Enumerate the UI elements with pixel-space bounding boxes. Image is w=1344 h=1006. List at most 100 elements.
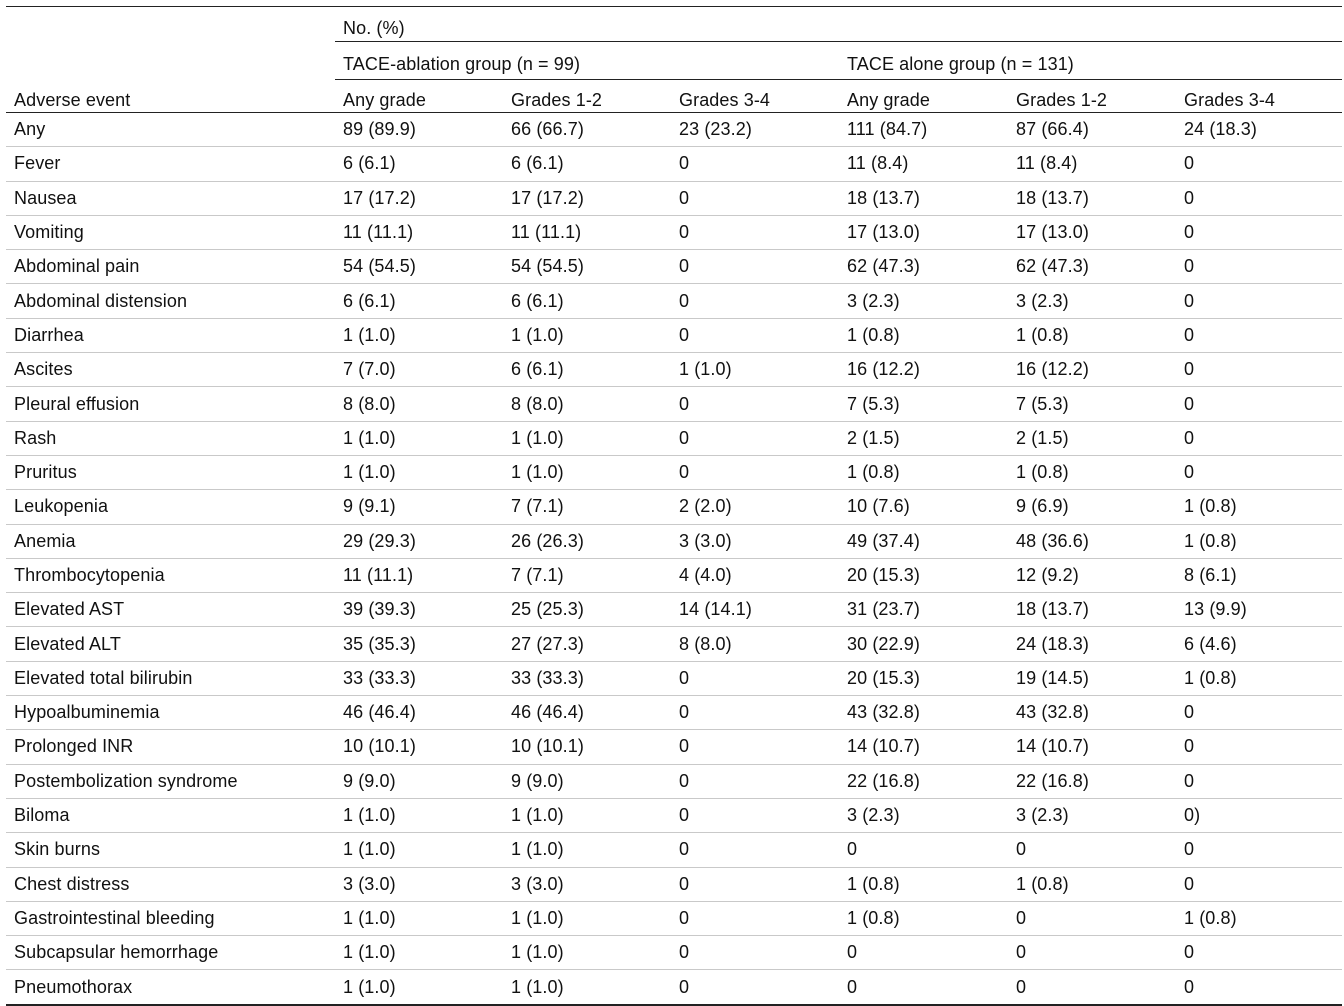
group-a-any-grade-cell: 9 (9.0): [335, 764, 503, 799]
adverse-event-cell: Biloma: [6, 798, 335, 834]
group-b-grades-3-4-cell: 1 (0.8): [1176, 901, 1343, 937]
group-a-grades-1-2-header: Grades 1-2: [503, 79, 671, 113]
table-body: Any 89 (89.9) 66 (66.7) 23 (23.2) 111 (84.7)…: [6, 112, 1343, 1006]
group-a-grades-3-4-cell: 0: [671, 867, 839, 902]
group-a-any-grade-header: Any grade: [335, 79, 503, 113]
group-a-any-grade-cell: 10 (10.1): [335, 729, 503, 765]
group-a-grades-3-4-cell: 0: [671, 421, 839, 456]
group-b-any-grade-cell: 1 (0.8): [839, 901, 1008, 937]
group-b-grades-1-2-cell: 9 (6.9): [1008, 489, 1176, 525]
group-a-any-grade-cell: 1 (1.0): [335, 901, 503, 937]
group-a-any-grade-cell: 8 (8.0): [335, 386, 503, 422]
group-b-grades-1-2-cell: 62 (47.3): [1008, 249, 1176, 285]
group-b-grades-3-4-cell: 0: [1176, 181, 1343, 216]
group-b-grades-1-2-cell: 17 (13.0): [1008, 215, 1176, 251]
group-a-grades-3-4-cell: 0: [671, 764, 839, 799]
group-b-grades-1-2-cell: 18 (13.7): [1008, 181, 1176, 216]
adverse-event-cell: Subcapsular hemorrhage: [6, 935, 335, 971]
group-b-grades-3-4-cell: 1 (0.8): [1176, 489, 1343, 525]
adverse-event-cell: Any: [6, 112, 335, 148]
no-percent-label: No. (%): [335, 6, 1343, 42]
adverse-event-cell: Gastrointestinal bleeding: [6, 901, 335, 937]
adverse-event-cell: Vomiting: [6, 215, 335, 251]
group-a-grades-1-2-cell: 9 (9.0): [503, 764, 671, 799]
group-b-grades-1-2-cell: 2 (1.5): [1008, 421, 1176, 456]
group-a-grades-3-4-cell: 0: [671, 249, 839, 285]
group-b-any-grade-cell: 20 (15.3): [839, 558, 1008, 594]
group-b-grades-3-4-cell: 8 (6.1): [1176, 558, 1343, 594]
group-b-grades-1-2-cell: 48 (36.6): [1008, 524, 1176, 559]
group-b-grades-1-2-cell: 1 (0.8): [1008, 318, 1176, 354]
group-a-grades-1-2-cell: 27 (27.3): [503, 626, 671, 662]
adverse-event-cell: Elevated AST: [6, 592, 335, 628]
adverse-event-cell: Hypoalbuminemia: [6, 695, 335, 731]
adverse-event-cell: Abdominal pain: [6, 249, 335, 285]
group-a-grades-3-4-cell: 0: [671, 181, 839, 216]
group-a-grades-3-4-cell: 0: [671, 386, 839, 422]
group-a-grades-1-2-cell: 1 (1.0): [503, 318, 671, 354]
group-b-grades-3-4-cell: 0: [1176, 352, 1343, 388]
group-a-grades-1-2-cell: 10 (10.1): [503, 729, 671, 765]
group-b-any-grade-cell: 1 (0.8): [839, 455, 1008, 491]
group-b-grades-3-4-cell: 13 (9.9): [1176, 592, 1343, 628]
table-row: Prolonged INR 10 (10.1) 10 (10.1) 0 14 (10.7…: [6, 729, 1343, 765]
group-b-grades-3-4-cell: 0: [1176, 421, 1343, 456]
adverse-event-cell: Rash: [6, 421, 335, 456]
group-b-grades-1-2-cell: 7 (5.3): [1008, 386, 1176, 422]
group-b-grades-1-2-cell: 0: [1008, 935, 1176, 971]
group-a-grades-1-2-cell: 7 (7.1): [503, 558, 671, 594]
group-b-grades-1-2-cell: 14 (10.7): [1008, 729, 1176, 765]
table-row: Postembolization syndrome 9 (9.0) 9 (9.0) 0…: [6, 764, 1343, 799]
group-a-grades-1-2-cell: 6 (6.1): [503, 352, 671, 388]
group-b-grades-1-2-cell: 3 (2.3): [1008, 798, 1176, 834]
group-b-grades-3-4-cell: 0: [1176, 318, 1343, 354]
group-a-any-grade-cell: 1 (1.0): [335, 421, 503, 456]
group-a-any-grade-cell: 1 (1.0): [335, 798, 503, 834]
table-row: Subcapsular hemorrhage 1 (1.0) 1 (1.0) 0 0 0 0: [6, 935, 1343, 971]
header-row-groups: TACE-ablation group (n = 99) TACE alone …: [6, 41, 1343, 80]
group-b-any-grade-cell: 3 (2.3): [839, 283, 1008, 319]
adverse-event-cell: Elevated ALT: [6, 626, 335, 662]
group-a-grades-1-2-cell: 1 (1.0): [503, 832, 671, 868]
table-row: Fever 6 (6.1) 6 (6.1) 0 11 (8.4) 11 (8.4) 0: [6, 146, 1343, 182]
group-a-grades-1-2-cell: 1 (1.0): [503, 935, 671, 971]
table-row: Nausea 17 (17.2) 17 (17.2) 0 18 (13.7) 18 (13…: [6, 181, 1343, 216]
adverse-event-cell: Abdominal distension: [6, 283, 335, 319]
group-b-any-grade-cell: 14 (10.7): [839, 729, 1008, 765]
group-a-grades-1-2-cell: 1 (1.0): [503, 455, 671, 491]
group-b-grades-1-2-cell: 19 (14.5): [1008, 661, 1176, 697]
group-b-grades-3-4-cell: 0: [1176, 935, 1343, 971]
group-a-grades-1-2-cell: 7 (7.1): [503, 489, 671, 525]
adverse-event-cell: Anemia: [6, 524, 335, 559]
group-a-grades-3-4-cell: 3 (3.0): [671, 524, 839, 559]
adverse-event-column-header: Adverse event: [6, 79, 335, 113]
group-a-any-grade-cell: 46 (46.4): [335, 695, 503, 731]
group-a-any-grade-cell: 33 (33.3): [335, 661, 503, 697]
group-b-grades-1-2-cell: 87 (66.4): [1008, 112, 1176, 148]
group-a-grades-3-4-cell: 0: [671, 283, 839, 319]
group-a-grades-1-2-cell: 3 (3.0): [503, 867, 671, 902]
group-a-grades-1-2-cell: 26 (26.3): [503, 524, 671, 559]
group-a-grades-3-4-cell: 0: [671, 832, 839, 868]
adverse-event-cell: Skin burns: [6, 832, 335, 868]
table-row: Vomiting 11 (11.1) 11 (11.1) 0 17 (13.0) 17 (…: [6, 215, 1343, 251]
group-a-grades-1-2-cell: 46 (46.4): [503, 695, 671, 731]
table-row: Skin burns 1 (1.0) 1 (1.0) 0 0 0 0: [6, 832, 1343, 868]
group-a-any-grade-cell: 3 (3.0): [335, 867, 503, 902]
group-a-grades-1-2-cell: 54 (54.5): [503, 249, 671, 285]
group-a-grades-3-4-cell: 0: [671, 318, 839, 354]
table-row: Elevated total bilirubin 33 (33.3) 33 (33.…: [6, 661, 1343, 697]
group-b-grades-1-2-cell: 0: [1008, 832, 1176, 868]
group-a-any-grade-cell: 17 (17.2): [335, 181, 503, 216]
group-b-grades-3-4-cell: 0: [1176, 283, 1343, 319]
adverse-event-cell: Postembolization syndrome: [6, 764, 335, 799]
group-b-grades-1-2-cell: 0: [1008, 901, 1176, 937]
group-a-grades-1-2-cell: 66 (66.7): [503, 112, 671, 148]
group-b-any-grade-cell: 31 (23.7): [839, 592, 1008, 628]
group-b-any-grade-cell: 11 (8.4): [839, 146, 1008, 182]
group-b-grades-1-2-cell: 1 (0.8): [1008, 455, 1176, 491]
header-empty-cell: [6, 42, 335, 80]
adverse-event-cell: Leukopenia: [6, 489, 335, 525]
group-b-header: TACE alone group (n = 131): [839, 41, 1343, 80]
